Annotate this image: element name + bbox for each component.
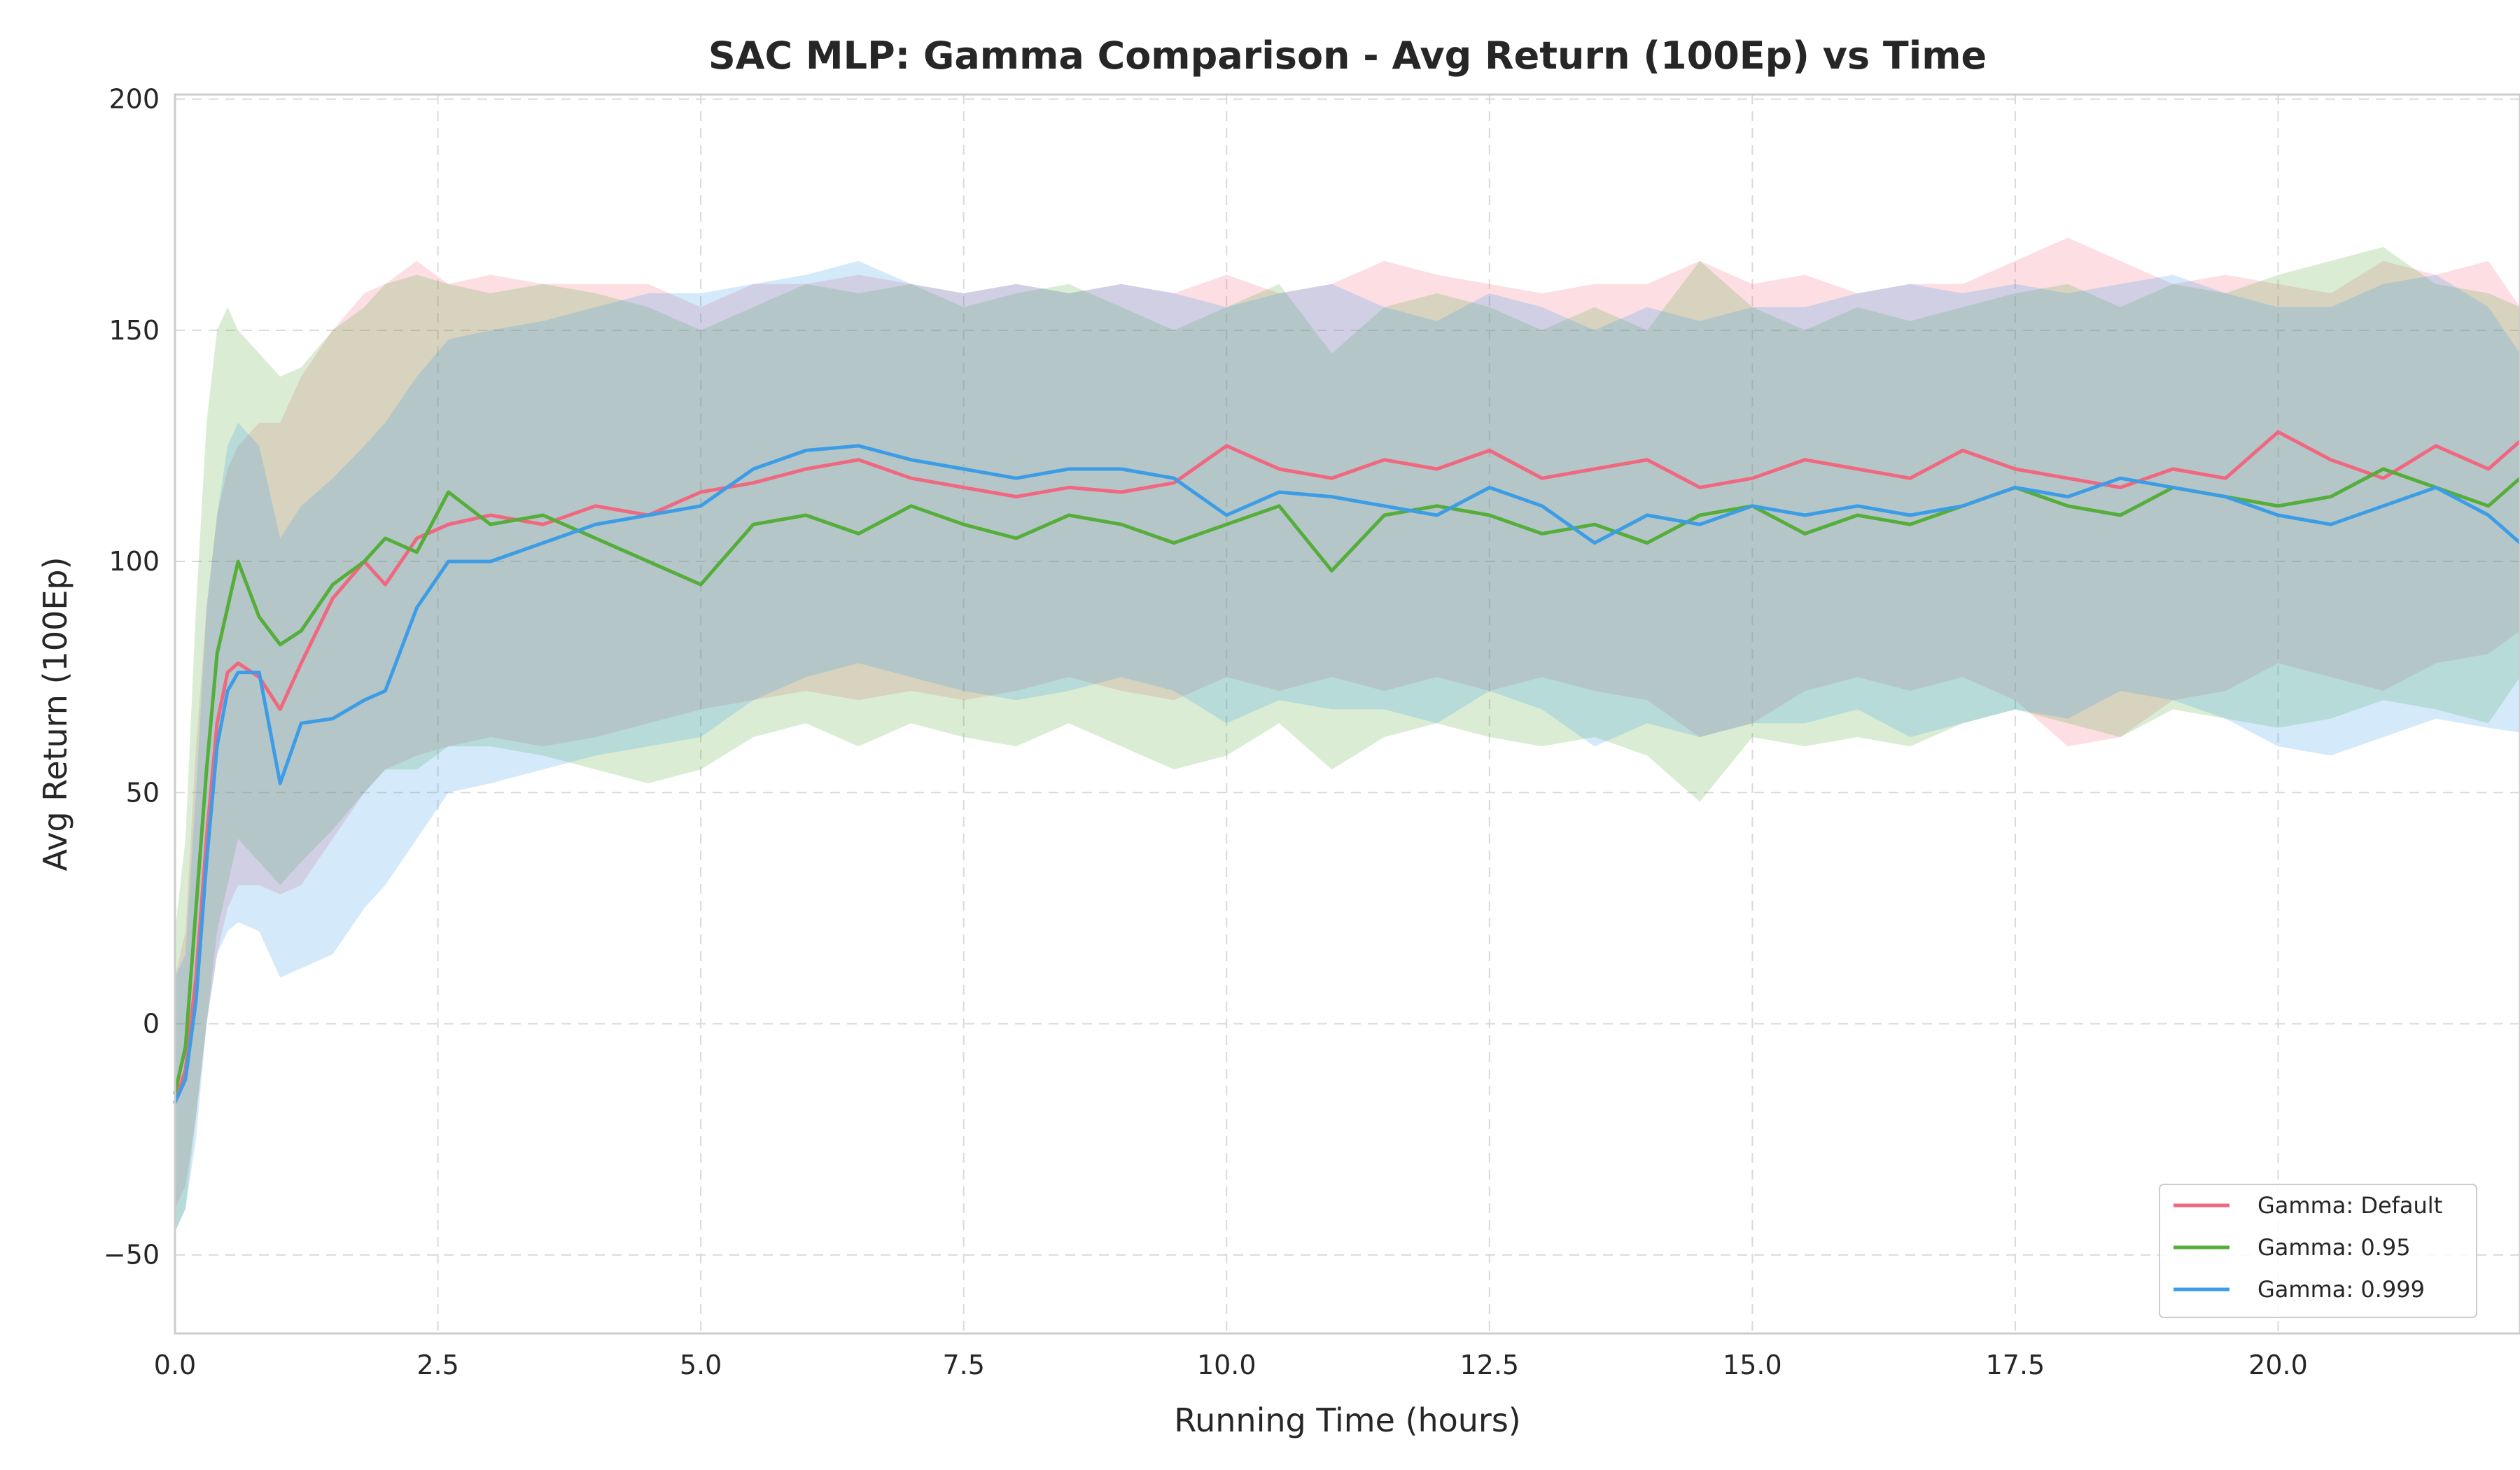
legend: Gamma: Default Gamma: 0.95 Gamma: 0.999 (2159, 1184, 2477, 1318)
x-tick-label: 12.5 (1460, 1350, 1519, 1380)
y-tick-label: 0 (143, 1009, 160, 1040)
x-tick-label: 17.5 (1986, 1350, 2045, 1380)
x-tick-label: 20.0 (2248, 1350, 2308, 1380)
x-axis-label: Running Time (hours) (1174, 1401, 1521, 1439)
band-series-1 (175, 246, 2520, 1232)
x-tick-label: 15.0 (1723, 1350, 1782, 1380)
x-tick-label: 7.5 (942, 1350, 984, 1380)
plot-frame (174, 93, 2520, 1335)
x-tick-label: 5.0 (680, 1350, 722, 1380)
legend-label-0999: Gamma: 0.999 (2258, 1276, 2425, 1303)
series-lines (173, 430, 2520, 1105)
y-tick-label: 50 (126, 777, 160, 808)
x-tick-label: 2.5 (416, 1350, 458, 1380)
legend-box (2159, 1184, 2477, 1318)
x-tick-label: 10.0 (1197, 1350, 1256, 1380)
x-tick-label: 0.0 (154, 1350, 196, 1380)
line-series-0 (173, 430, 2520, 1105)
line-series-1 (173, 467, 2520, 1096)
y-axis-ticks: −50 0 50 100 150 200 (104, 84, 160, 1270)
grid (174, 94, 2520, 1334)
y-tick-label: −50 (104, 1240, 160, 1270)
line-series-2 (173, 444, 2520, 1105)
legend-label-095: Gamma: 0.95 (2258, 1234, 2411, 1261)
y-tick-label: 100 (108, 546, 160, 577)
chart-title: SAC MLP: Gamma Comparison - Avg Return (… (708, 34, 1987, 78)
y-tick-label: 150 (108, 315, 160, 346)
x-axis-ticks: 0.0 2.5 5.0 7.5 10.0 12.5 15.0 17.5 20.0 (154, 1350, 2308, 1380)
y-axis-label: Avg Return (100Ep) (36, 556, 74, 871)
y-tick-label: 200 (108, 84, 160, 115)
legend-label-default: Gamma: Default (2258, 1192, 2442, 1219)
band-series-2 (175, 260, 2520, 1232)
